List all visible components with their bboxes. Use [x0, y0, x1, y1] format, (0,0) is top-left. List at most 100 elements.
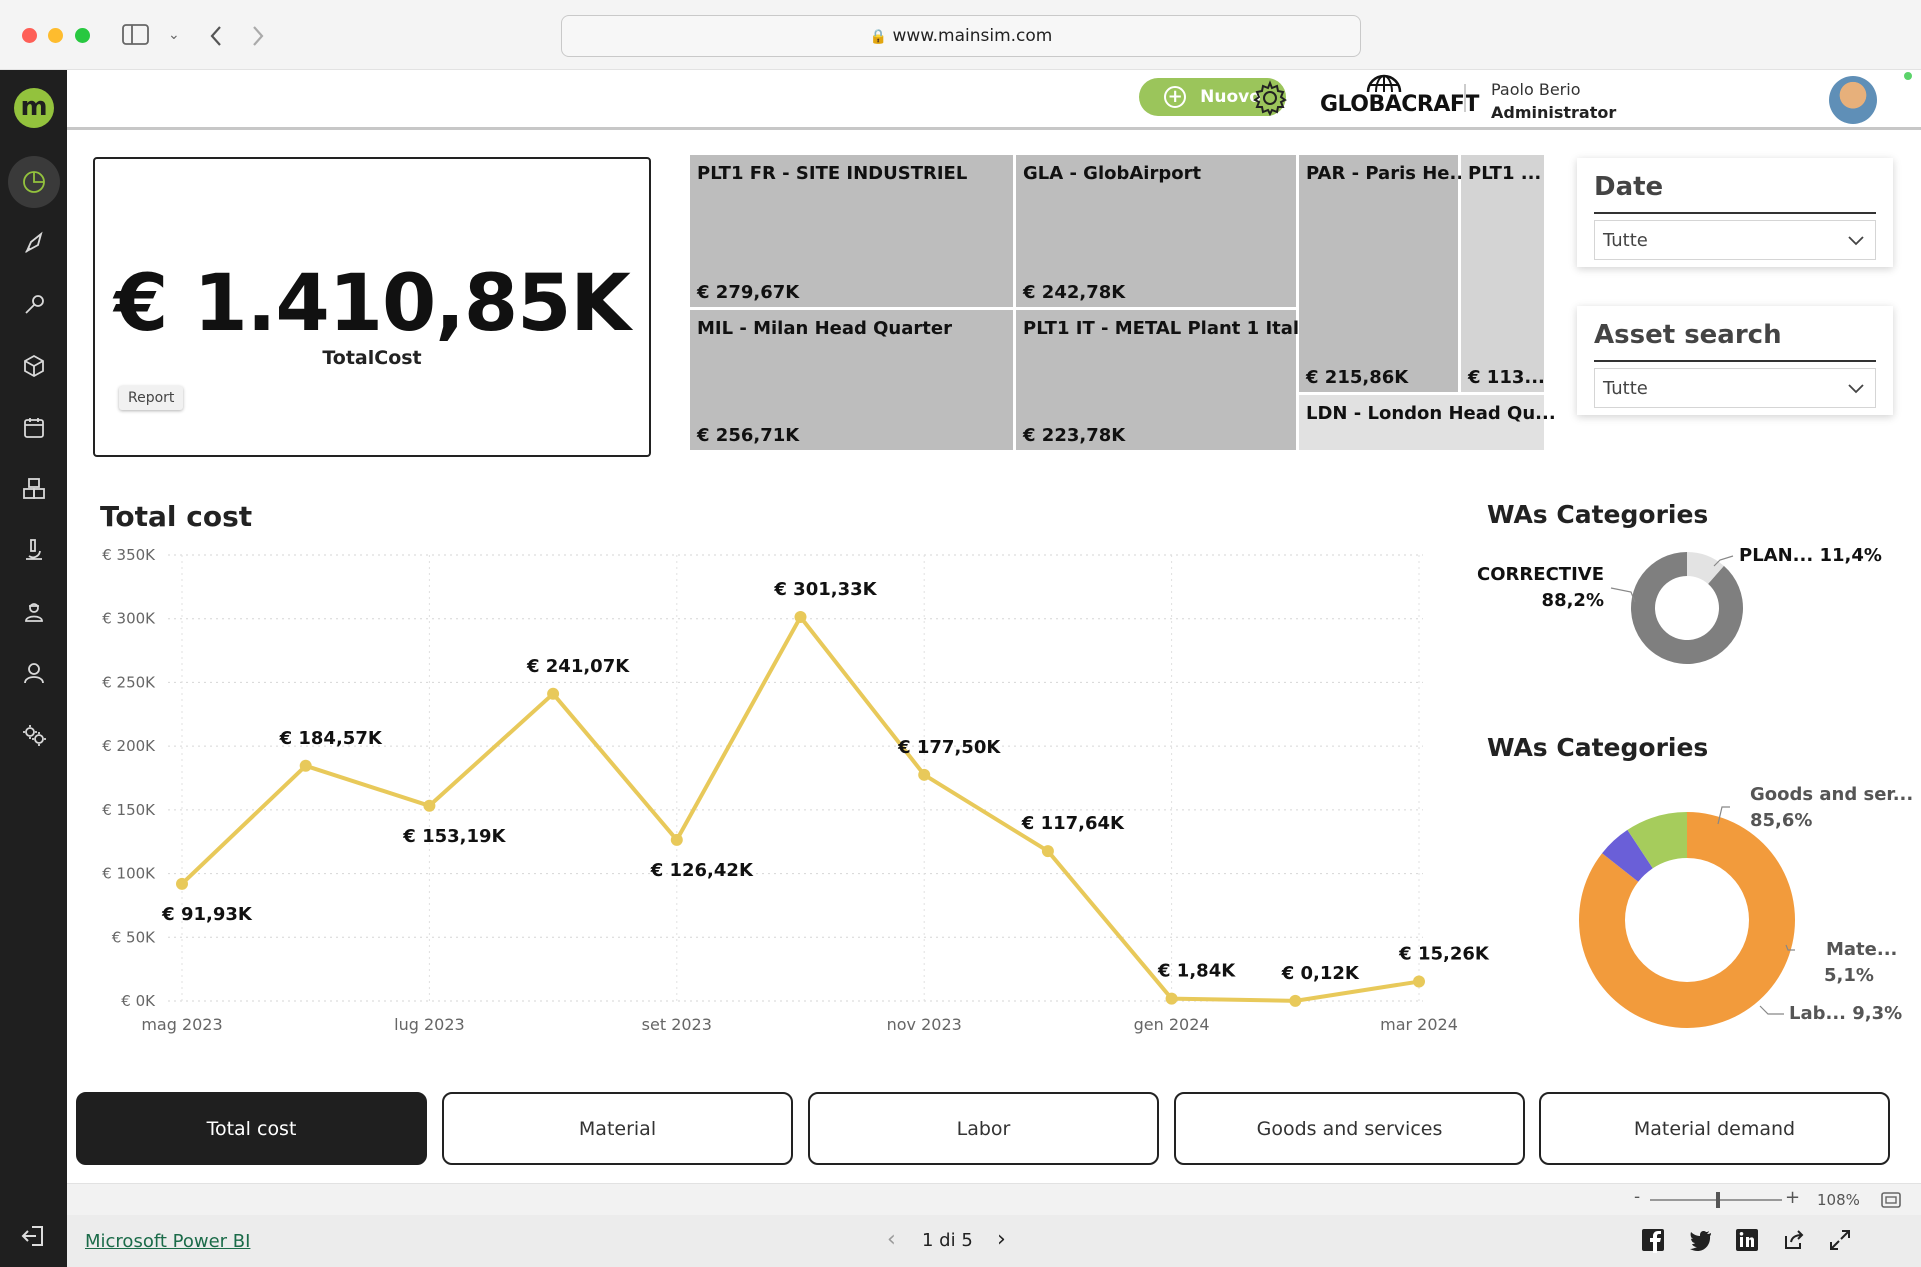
company-logo: GLOBACRAFT — [1320, 74, 1479, 117]
calendar-icon[interactable] — [8, 402, 60, 454]
treemap-tile[interactable]: MIL - Milan Head Quarter € 256,71K — [690, 310, 1013, 450]
wa-categories-title-2: WAs Categories — [1487, 733, 1709, 762]
treemap-tile-title: PLT1 FR - SITE INDUSTRIEL — [697, 163, 968, 184]
previous-page-icon[interactable]: ‹ — [887, 1227, 896, 1252]
box-icon[interactable] — [8, 340, 60, 392]
chevron-down-icon — [1848, 236, 1864, 246]
technician-icon[interactable] — [8, 586, 60, 638]
plus-icon: + — [1164, 86, 1187, 108]
treemap-tile[interactable]: PAR - Paris He... € 215,86K — [1299, 155, 1470, 392]
total-cost-line-chart[interactable]: € 0K € 50K € 100K € 150K € 200K € 250K € 300K €… — [93, 540, 1493, 1040]
zoom-bar: - + 108% — [67, 1183, 1921, 1215]
chevron-down-icon — [1848, 384, 1864, 394]
treemap-tile[interactable]: PLT1 IT - METAL Plant 1 Italy € 223,78K — [1016, 310, 1311, 450]
donut-slice — [1602, 829, 1653, 882]
treemap-tile-title: PLT1 ... — [1468, 163, 1542, 184]
data-point — [299, 759, 312, 772]
close-window-button[interactable] — [22, 28, 37, 43]
data-point — [1041, 845, 1054, 858]
wa-categories-donut-1[interactable]: CORRECTIVE 88,2% PLAN... 11,4% — [1450, 530, 1920, 710]
report-button[interactable]: Report — [119, 386, 184, 410]
y-tick-label: € 0K — [121, 992, 156, 1010]
address-bar[interactable]: 🔒 www.mainsim.com — [561, 15, 1361, 57]
fullscreen-icon[interactable] — [1827, 1227, 1853, 1253]
treemap-tile-value: € 113... — [1468, 367, 1544, 388]
treemap-tile[interactable]: PLT1 ... € 113... — [1461, 155, 1544, 392]
wa-categories-donut-2[interactable]: Goods and ser... 85,6% Mate... 5,1% Lab... 9… — [1450, 770, 1920, 1030]
user-role: Administrator — [1491, 103, 1617, 122]
twitter-icon[interactable] — [1687, 1227, 1713, 1253]
total-cost-card[interactable]: € 1.410,85K TotalCost Report — [93, 157, 651, 457]
data-point — [794, 611, 807, 624]
chevron-down-icon[interactable]: ⌄ — [168, 27, 180, 43]
zoom-out-button[interactable]: - — [1634, 1187, 1641, 1207]
zoom-level: 108% — [1817, 1191, 1860, 1209]
total-cost-value: € 1.410,85K — [114, 259, 631, 349]
y-tick-label: € 250K — [102, 673, 156, 691]
tab-goods-and-services[interactable]: Goods and services — [1174, 1092, 1525, 1165]
leader-line — [1717, 806, 1730, 825]
microscope-icon[interactable] — [8, 524, 60, 576]
leader-line — [1759, 1005, 1784, 1015]
zoom-slider[interactable] — [1650, 1192, 1782, 1208]
next-page-icon[interactable]: › — [997, 1227, 1006, 1252]
data-label: € 126,42K — [650, 860, 754, 881]
zoom-in-button[interactable]: + — [1785, 1187, 1801, 1208]
treemap-tile-title: PAR - Paris He... — [1306, 163, 1471, 184]
linkedin-icon[interactable] — [1734, 1227, 1760, 1253]
slice-name-label: Mate... — [1826, 939, 1897, 960]
data-label: € 177,50K — [897, 737, 1001, 758]
treemap-tile-value: € 256,71K — [697, 425, 800, 446]
date-select[interactable]: Tutte — [1594, 220, 1876, 260]
back-icon[interactable] — [208, 24, 224, 48]
share-icon[interactable] — [1781, 1227, 1807, 1253]
power-bi-link[interactable]: Microsoft Power BI — [85, 1231, 251, 1252]
data-point — [1289, 994, 1302, 1007]
facebook-icon[interactable] — [1640, 1227, 1666, 1253]
avatar[interactable] — [1829, 76, 1877, 124]
asset-slicer-title: Asset search — [1594, 320, 1782, 350]
wrench-icon[interactable] — [8, 279, 60, 331]
rocket-icon[interactable] — [8, 217, 60, 269]
tab-labor[interactable]: Labor — [808, 1092, 1159, 1165]
tab-material[interactable]: Material — [442, 1092, 793, 1165]
leader-line — [1610, 587, 1636, 603]
treemap-tile-value: € 223,78K — [1023, 425, 1126, 446]
donut-slice — [1631, 552, 1743, 664]
logout-icon[interactable] — [20, 1222, 48, 1250]
lock-icon: 🔒 — [869, 29, 888, 45]
treemap-tile[interactable]: PLT1 FR - SITE INDUSTRIEL € 279,67K — [690, 155, 1013, 307]
settings-gears-icon[interactable] — [8, 709, 60, 761]
mainsim-logo[interactable]: m — [14, 88, 54, 128]
tab-material-demand[interactable]: Material demand — [1539, 1092, 1890, 1165]
treemap-tile-value: € 242,78K — [1023, 282, 1126, 303]
treemap-tile[interactable]: LDN - London Head Qu... — [1299, 395, 1556, 450]
treemap-tile[interactable]: GLA - GlobAirport € 242,78K — [1016, 155, 1296, 307]
fit-page-icon[interactable] — [1881, 1192, 1901, 1208]
wa-categories-title-1: WAs Categories — [1487, 500, 1709, 529]
tab-total-cost[interactable]: Total cost — [76, 1092, 427, 1165]
x-tick-label: set 2023 — [642, 1015, 712, 1034]
sidebar-toggle-icon[interactable] — [122, 24, 150, 46]
app-header: + Nuovo GLOBACRAFT Paolo Berio Administr… — [67, 70, 1921, 130]
zoom-window-button[interactable] — [75, 28, 90, 43]
browser-toolbar: ⌄ 🔒 www.mainsim.com — [0, 0, 1921, 70]
asset-select[interactable]: Tutte — [1594, 368, 1876, 408]
dashboard-icon[interactable] — [8, 156, 60, 208]
brand-name: GLOBACRAFT — [1320, 92, 1479, 117]
y-tick-label: € 100K — [102, 865, 156, 883]
boxes-icon[interactable] — [8, 463, 60, 515]
slice-name-label: Goods and ser... — [1750, 784, 1913, 805]
new-button[interactable]: + Nuovo — [1139, 78, 1286, 116]
minimize-window-button[interactable] — [48, 28, 63, 43]
slice-name-label: CORRECTIVE — [1477, 564, 1604, 585]
gear-icon[interactable] — [1252, 80, 1288, 116]
page-indicator: 1 di 5 — [922, 1230, 973, 1251]
data-label: € 153,19K — [402, 826, 506, 847]
data-point — [918, 768, 931, 781]
date-slicer-title: Date — [1594, 172, 1664, 202]
x-tick-label: nov 2023 — [887, 1015, 962, 1034]
zoom-slider-handle[interactable] — [1716, 1192, 1720, 1208]
forward-icon[interactable] — [250, 24, 266, 48]
user-icon[interactable] — [8, 647, 60, 699]
